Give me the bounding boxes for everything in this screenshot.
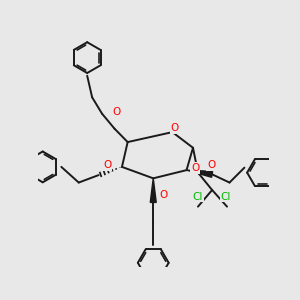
Text: O: O	[191, 163, 200, 173]
Text: O: O	[112, 107, 120, 117]
Text: O: O	[103, 160, 111, 170]
Text: O: O	[170, 123, 179, 133]
Text: O: O	[159, 190, 167, 200]
Polygon shape	[150, 178, 156, 202]
Text: Cl: Cl	[193, 191, 203, 202]
Text: O: O	[207, 160, 215, 170]
Polygon shape	[187, 170, 213, 177]
Text: Cl: Cl	[221, 191, 231, 202]
